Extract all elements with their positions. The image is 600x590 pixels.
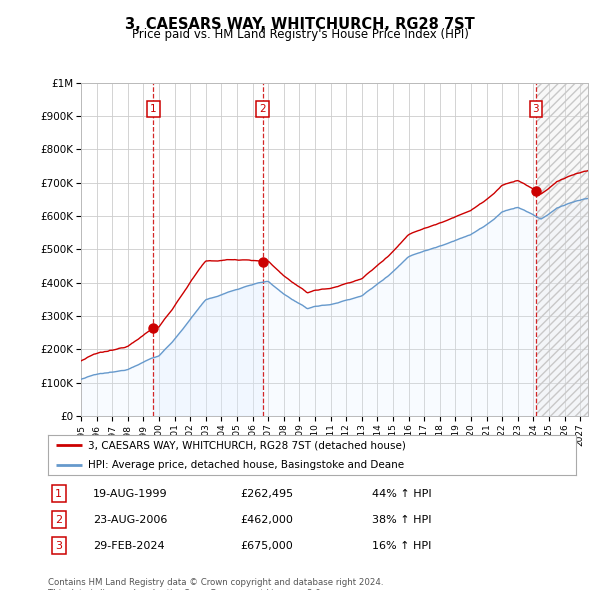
Text: 1: 1 [150,104,157,114]
Text: £462,000: £462,000 [240,515,293,525]
Text: 16% ↑ HPI: 16% ↑ HPI [372,541,431,550]
Text: 1: 1 [55,489,62,499]
Text: 3: 3 [55,541,62,550]
Text: This data is licensed under the Open Government Licence v3.0.: This data is licensed under the Open Gov… [48,589,323,590]
Text: Contains HM Land Registry data © Crown copyright and database right 2024.: Contains HM Land Registry data © Crown c… [48,578,383,586]
Text: 3: 3 [533,104,539,114]
Text: 19-AUG-1999: 19-AUG-1999 [93,489,167,499]
Text: £675,000: £675,000 [240,541,293,550]
Text: 38% ↑ HPI: 38% ↑ HPI [372,515,431,525]
Text: 3, CAESARS WAY, WHITCHURCH, RG28 7ST (detached house): 3, CAESARS WAY, WHITCHURCH, RG28 7ST (de… [88,440,406,450]
Text: 23-AUG-2006: 23-AUG-2006 [93,515,167,525]
Text: HPI: Average price, detached house, Basingstoke and Deane: HPI: Average price, detached house, Basi… [88,460,404,470]
Text: 2: 2 [259,104,266,114]
Text: 3, CAESARS WAY, WHITCHURCH, RG28 7ST: 3, CAESARS WAY, WHITCHURCH, RG28 7ST [125,17,475,31]
Text: Price paid vs. HM Land Registry's House Price Index (HPI): Price paid vs. HM Land Registry's House … [131,28,469,41]
Text: 29-FEB-2024: 29-FEB-2024 [93,541,164,550]
Text: £262,495: £262,495 [240,489,293,499]
Text: 44% ↑ HPI: 44% ↑ HPI [372,489,431,499]
Text: 2: 2 [55,515,62,525]
